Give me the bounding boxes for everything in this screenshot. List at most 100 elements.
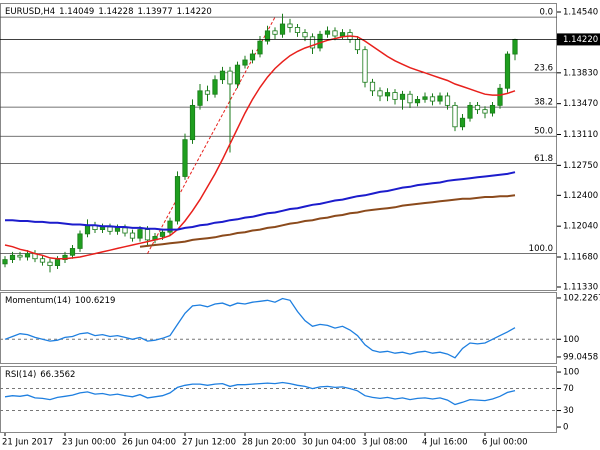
candle-body bbox=[77, 233, 83, 249]
candle-body bbox=[144, 229, 151, 241]
candle-body bbox=[414, 98, 421, 104]
candle-body bbox=[324, 30, 331, 35]
candle-body bbox=[212, 79, 218, 95]
candle-body bbox=[399, 93, 406, 100]
panel-title: EURUSD,H4 1.14049 1.14228 1.13977 1.14220 bbox=[5, 7, 212, 17]
y-tick-label: 1.12040 bbox=[563, 222, 598, 232]
panel-title: RSI(14) 66.3562 bbox=[5, 370, 75, 380]
candle-body bbox=[459, 117, 466, 128]
y-tick-label: 100 bbox=[563, 335, 579, 345]
moving-average bbox=[4, 35, 516, 260]
y-tick-label: 70 bbox=[563, 384, 574, 394]
candle-body bbox=[489, 104, 496, 114]
ohlc-value: 1.13977 bbox=[137, 7, 172, 17]
candle-body bbox=[114, 227, 121, 232]
candle-body bbox=[504, 53, 511, 89]
x-tick-label: 6 Jul 00:00 bbox=[482, 438, 528, 448]
y-tick-label: 99.0458 bbox=[563, 352, 598, 362]
indicator-line bbox=[4, 381, 516, 406]
y-tick-label: 100 bbox=[563, 368, 579, 378]
candle-body bbox=[467, 104, 473, 119]
candle-body bbox=[474, 104, 481, 111]
y-tick-label: 1.12750 bbox=[563, 161, 598, 171]
candle-body bbox=[204, 90, 211, 95]
candle-body bbox=[437, 95, 443, 102]
fib-label: 50.0 bbox=[534, 127, 553, 137]
x-tick-label: 28 Jun 20:00 bbox=[242, 438, 296, 448]
candle-body bbox=[369, 81, 376, 92]
candle-body bbox=[287, 23, 293, 28]
candle-body bbox=[362, 49, 368, 83]
panel-frame bbox=[0, 3, 557, 291]
moving-average bbox=[139, 194, 516, 248]
y-tick-label: 102.2267 bbox=[563, 293, 600, 303]
y-tick-label: 1.12400 bbox=[563, 191, 598, 201]
candle-body bbox=[234, 64, 241, 85]
candle-body bbox=[182, 139, 188, 177]
candle-body bbox=[512, 39, 518, 55]
candle-body bbox=[384, 92, 391, 97]
panel-frame bbox=[0, 292, 557, 364]
current-price-label: 1.14220 bbox=[563, 35, 598, 45]
candle-body bbox=[227, 70, 233, 85]
x-tick-label: 4 Jul 16:00 bbox=[422, 438, 468, 448]
ohlc-value: 1.14049 bbox=[59, 7, 94, 17]
x-tick-label: 21 Jun 2017 bbox=[2, 438, 53, 448]
indicator-name: EURUSD,H4 bbox=[5, 7, 55, 17]
x-tick-label: 30 Jun 04:00 bbox=[302, 438, 356, 448]
candle-body bbox=[174, 176, 181, 222]
panel-frame bbox=[0, 366, 557, 433]
candle-body bbox=[62, 254, 68, 260]
indicator-name: Momentum(14) bbox=[5, 296, 71, 306]
candle-body bbox=[422, 96, 428, 100]
candle-body bbox=[407, 93, 413, 104]
candle-body bbox=[272, 30, 278, 35]
candle-body bbox=[197, 90, 203, 106]
candle-body bbox=[452, 104, 458, 128]
y-tick-label: 1.13110 bbox=[563, 130, 598, 140]
y-tick-label: 1.13470 bbox=[563, 99, 598, 109]
ohlc-value: 1.14228 bbox=[98, 7, 133, 17]
candle-body bbox=[444, 95, 451, 106]
y-tick-label: 0 bbox=[563, 423, 568, 433]
y-tick-label: 1.13830 bbox=[563, 68, 598, 78]
candle-body bbox=[167, 220, 173, 233]
y-tick-label: 1.11680 bbox=[563, 253, 598, 263]
fib-label: 0.0 bbox=[539, 8, 553, 18]
indicator-value: 100.6219 bbox=[75, 296, 116, 306]
x-tick-label: 23 Jun 00:00 bbox=[62, 438, 116, 448]
candle-body bbox=[17, 254, 23, 258]
candle-body bbox=[302, 32, 308, 38]
candle-body bbox=[189, 104, 196, 141]
candle-body bbox=[482, 109, 488, 114]
candle-body bbox=[47, 261, 53, 266]
candle-body bbox=[264, 30, 271, 42]
y-tick-label: 1.11330 bbox=[563, 283, 598, 293]
candle-body bbox=[497, 87, 503, 106]
candle-body bbox=[137, 229, 143, 239]
candle-body bbox=[39, 258, 46, 263]
candle-body bbox=[317, 33, 323, 49]
candle-body bbox=[339, 32, 346, 37]
candle-body bbox=[429, 96, 436, 102]
x-tick-label: 27 Jun 12:00 bbox=[182, 438, 236, 448]
x-tick-label: 3 Jul 08:00 bbox=[362, 438, 408, 448]
candle-body bbox=[354, 39, 361, 51]
candle-body bbox=[309, 36, 316, 49]
candle-body bbox=[24, 253, 31, 258]
fib-label: 100.0 bbox=[529, 244, 553, 254]
candle-body bbox=[249, 53, 256, 61]
fib-label: 38.2 bbox=[534, 98, 553, 108]
indicator-name: RSI(14) bbox=[5, 370, 36, 380]
candle-body bbox=[84, 224, 91, 235]
panel-title: Momentum(14) 100.6219 bbox=[5, 296, 115, 306]
indicator-value: 66.3562 bbox=[40, 370, 75, 380]
x-tick-label: 26 Jun 04:00 bbox=[122, 438, 176, 448]
candle-body bbox=[107, 226, 113, 232]
fib-label: 61.8 bbox=[534, 154, 553, 164]
y-tick-label: 30 bbox=[563, 406, 574, 416]
candle-body bbox=[159, 231, 166, 237]
candle-body bbox=[54, 259, 61, 266]
candle-body bbox=[2, 259, 8, 265]
